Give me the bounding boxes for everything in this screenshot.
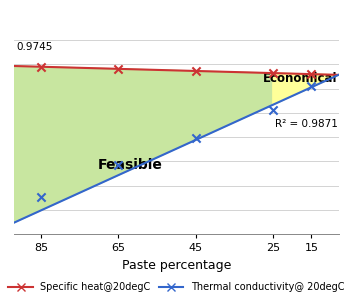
Text: Feasible: Feasible xyxy=(97,158,162,172)
Point xyxy=(116,162,121,167)
Polygon shape xyxy=(273,73,339,105)
Point xyxy=(193,136,198,140)
Point xyxy=(309,84,314,88)
X-axis label: Paste percentage: Paste percentage xyxy=(121,259,231,272)
Point xyxy=(309,72,314,76)
Text: R² = 0.9871: R² = 0.9871 xyxy=(275,119,337,129)
Text: Economical: Economical xyxy=(263,72,337,85)
Legend: Specific heat@20degC, Thermal conductivity@ 20degC: Specific heat@20degC, Thermal conductivi… xyxy=(5,279,348,296)
Point xyxy=(38,64,44,69)
Point xyxy=(270,107,276,112)
Text: 0.9745: 0.9745 xyxy=(16,42,52,52)
Point xyxy=(193,69,198,74)
Point xyxy=(270,71,276,76)
Point xyxy=(38,194,44,199)
Point xyxy=(116,67,121,71)
Polygon shape xyxy=(14,66,339,223)
